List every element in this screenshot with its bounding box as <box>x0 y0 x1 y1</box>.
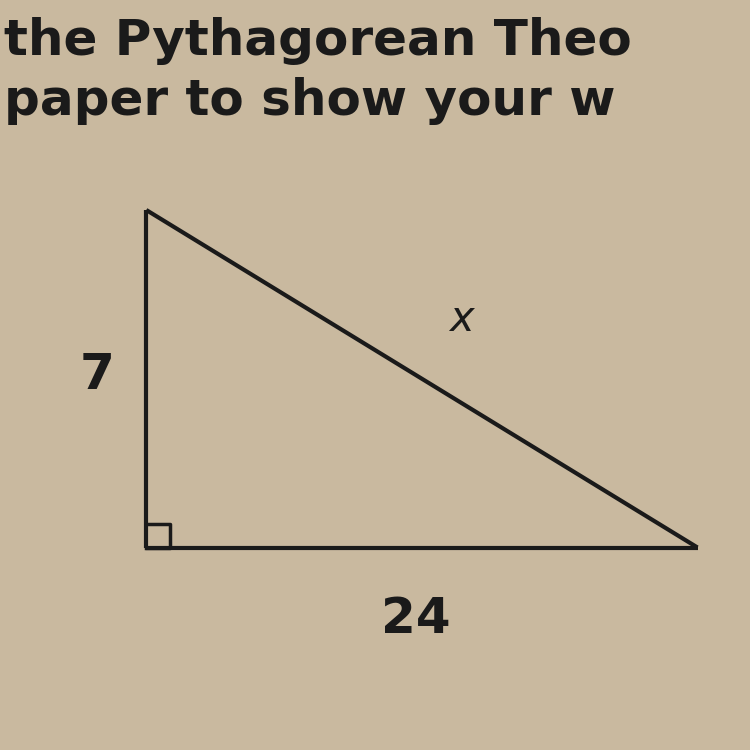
Text: x: x <box>449 298 473 340</box>
Text: 7: 7 <box>80 351 115 399</box>
Text: the Pythagorean Theo: the Pythagorean Theo <box>4 17 632 65</box>
Text: 24: 24 <box>382 595 451 643</box>
Text: paper to show your w: paper to show your w <box>4 77 615 125</box>
